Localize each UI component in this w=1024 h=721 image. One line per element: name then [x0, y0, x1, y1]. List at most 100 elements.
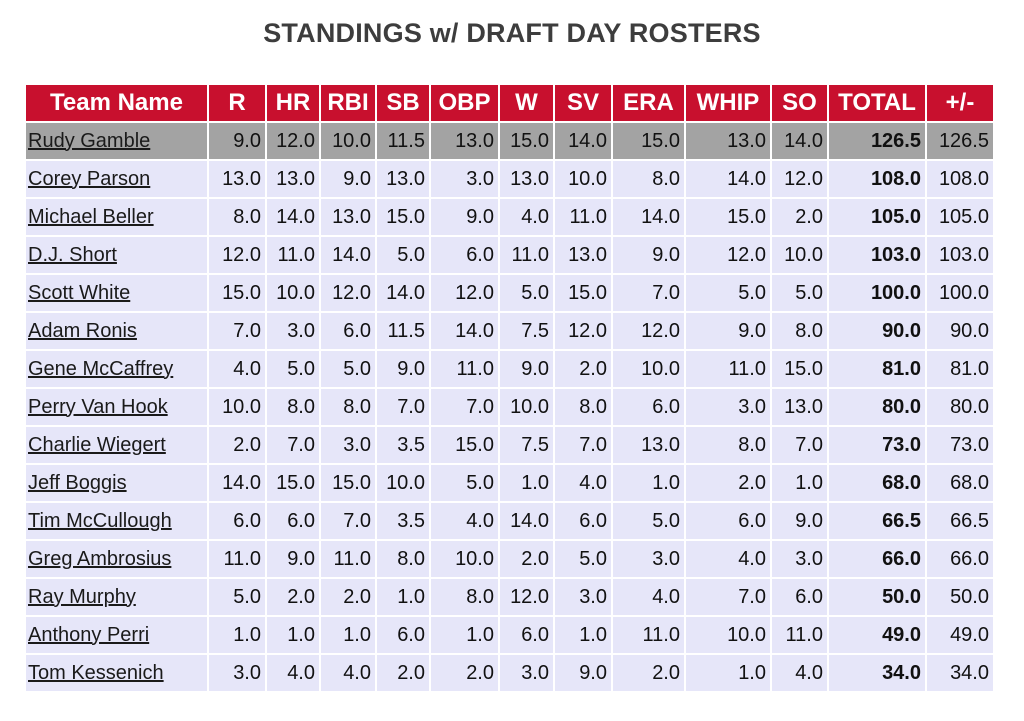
- team-link[interactable]: Anthony Perri: [28, 623, 150, 646]
- table-row: Scott White 15.0 10.0 12.0 14.0 12.0 5.0 15.0 7.…: [26, 275, 993, 311]
- stat-cell: 3.0: [267, 313, 319, 349]
- team-name-cell: Michael Beller: [26, 199, 207, 235]
- team-name-cell: Tom Kessenich: [26, 655, 207, 691]
- stat-cell: 9.0: [613, 237, 684, 273]
- stat-cell: 11.0: [555, 199, 611, 235]
- total-cell: 66.5: [829, 503, 925, 539]
- stat-cell: 12.0: [555, 313, 611, 349]
- stat-cell: 9.0: [321, 161, 375, 197]
- team-link[interactable]: Greg Ambrosius: [28, 547, 172, 570]
- stat-cell: 9.0: [772, 503, 827, 539]
- column-header: +/-: [927, 85, 993, 121]
- stat-cell: 3.0: [431, 161, 498, 197]
- stat-cell: 3.5: [377, 503, 429, 539]
- total-cell: 34.0: [829, 655, 925, 691]
- table-row: D.J. Short 12.0 11.0 14.0 5.0 6.0 11.0 13.0 9.0 1…: [26, 237, 993, 273]
- stat-cell: 10.0: [772, 237, 827, 273]
- stat-cell: 4.0: [267, 655, 319, 691]
- stat-cell: 10.0: [431, 541, 498, 577]
- table-row: Tim McCullough 6.0 6.0 7.0 3.5 4.0 14.0 6.0 5.0 6…: [26, 503, 993, 539]
- total-cell: 100.0: [829, 275, 925, 311]
- table-row: Charlie Wiegert 2.0 7.0 3.0 3.5 15.0 7.5 7.0 13.…: [26, 427, 993, 463]
- stat-cell: 14.0: [500, 503, 553, 539]
- stat-cell: 6.0: [321, 313, 375, 349]
- stat-cell: 10.0: [377, 465, 429, 501]
- plus-minus-cell: 81.0: [927, 351, 993, 387]
- stat-cell: 6.0: [613, 389, 684, 425]
- stat-cell: 15.0: [613, 123, 684, 159]
- stat-cell: 7.0: [321, 503, 375, 539]
- column-header: Team Name: [26, 85, 207, 121]
- column-header: ERA: [613, 85, 684, 121]
- stat-cell: 11.0: [500, 237, 553, 273]
- column-header: R: [209, 85, 265, 121]
- plus-minus-cell: 126.5: [927, 123, 993, 159]
- team-link[interactable]: Corey Parson: [28, 167, 151, 190]
- table-row: Jeff Boggis 14.0 15.0 15.0 10.0 5.0 1.0 4.0 1.0 2…: [26, 465, 993, 501]
- stat-cell: 10.0: [321, 123, 375, 159]
- team-name-cell: Anthony Perri: [26, 617, 207, 653]
- plus-minus-cell: 66.5: [927, 503, 993, 539]
- total-cell: 49.0: [829, 617, 925, 653]
- team-link[interactable]: Adam Ronis: [28, 319, 137, 342]
- header-row: Team Name R HR RBI SB OBP W SV ERA WHIP SO TOTAL +/-: [26, 85, 993, 121]
- table-row: Corey Parson 13.0 13.0 9.0 13.0 3.0 13.0 10.0 8.…: [26, 161, 993, 197]
- stat-cell: 7.0: [686, 579, 770, 615]
- stat-cell: 13.0: [321, 199, 375, 235]
- stat-cell: 12.0: [772, 161, 827, 197]
- column-header: WHIP: [686, 85, 770, 121]
- table-row: Tom Kessenich 3.0 4.0 4.0 2.0 2.0 3.0 9.0 2.0 1.0…: [26, 655, 993, 691]
- team-link[interactable]: Tom Kessenich: [28, 661, 164, 684]
- stat-cell: 7.0: [555, 427, 611, 463]
- stat-cell: 12.0: [613, 313, 684, 349]
- stat-cell: 12.0: [209, 237, 265, 273]
- team-name-cell: Greg Ambrosius: [26, 541, 207, 577]
- stat-cell: 3.0: [613, 541, 684, 577]
- team-link[interactable]: Jeff Boggis: [28, 471, 127, 494]
- column-header: W: [500, 85, 553, 121]
- column-header: RBI: [321, 85, 375, 121]
- stat-cell: 7.0: [772, 427, 827, 463]
- team-link[interactable]: Rudy Gamble: [28, 129, 151, 152]
- team-link[interactable]: Perry Van Hook: [28, 395, 168, 418]
- stat-cell: 5.0: [377, 237, 429, 273]
- stat-cell: 15.0: [267, 465, 319, 501]
- stat-cell: 8.0: [686, 427, 770, 463]
- stat-cell: 11.5: [377, 313, 429, 349]
- stat-cell: 6.0: [431, 237, 498, 273]
- team-link[interactable]: Gene McCaffrey: [28, 357, 174, 380]
- team-link[interactable]: Tim McCullough: [28, 509, 172, 532]
- stat-cell: 4.0: [500, 199, 553, 235]
- team-link[interactable]: Michael Beller: [28, 205, 154, 228]
- stat-cell: 11.5: [377, 123, 429, 159]
- stat-cell: 15.0: [377, 199, 429, 235]
- stat-cell: 2.0: [613, 655, 684, 691]
- table-row: Adam Ronis 7.0 3.0 6.0 11.5 14.0 7.5 12.0 12.0 9.…: [26, 313, 993, 349]
- stat-cell: 6.0: [555, 503, 611, 539]
- stat-cell: 9.0: [209, 123, 265, 159]
- stat-cell: 8.0: [613, 161, 684, 197]
- column-header: OBP: [431, 85, 498, 121]
- stat-cell: 7.0: [209, 313, 265, 349]
- stat-cell: 3.0: [500, 655, 553, 691]
- stat-cell: 10.0: [686, 617, 770, 653]
- team-link[interactable]: Charlie Wiegert: [28, 433, 166, 456]
- stat-cell: 9.0: [377, 351, 429, 387]
- stat-cell: 15.0: [555, 275, 611, 311]
- plus-minus-cell: 80.0: [927, 389, 993, 425]
- team-link[interactable]: D.J. Short: [28, 243, 117, 266]
- stat-cell: 11.0: [209, 541, 265, 577]
- stat-cell: 12.0: [321, 275, 375, 311]
- stat-cell: 13.0: [267, 161, 319, 197]
- stat-cell: 3.0: [772, 541, 827, 577]
- team-link[interactable]: Ray Murphy: [28, 585, 136, 608]
- stat-cell: 14.0: [431, 313, 498, 349]
- table-row: Ray Murphy 5.0 2.0 2.0 1.0 8.0 12.0 3.0 4.0 7.0 6.…: [26, 579, 993, 615]
- stat-cell: 2.0: [686, 465, 770, 501]
- stat-cell: 14.0: [321, 237, 375, 273]
- stat-cell: 1.0: [613, 465, 684, 501]
- stat-cell: 15.0: [209, 275, 265, 311]
- team-link[interactable]: Scott White: [28, 281, 131, 304]
- stat-cell: 7.5: [500, 313, 553, 349]
- stat-cell: 1.0: [321, 617, 375, 653]
